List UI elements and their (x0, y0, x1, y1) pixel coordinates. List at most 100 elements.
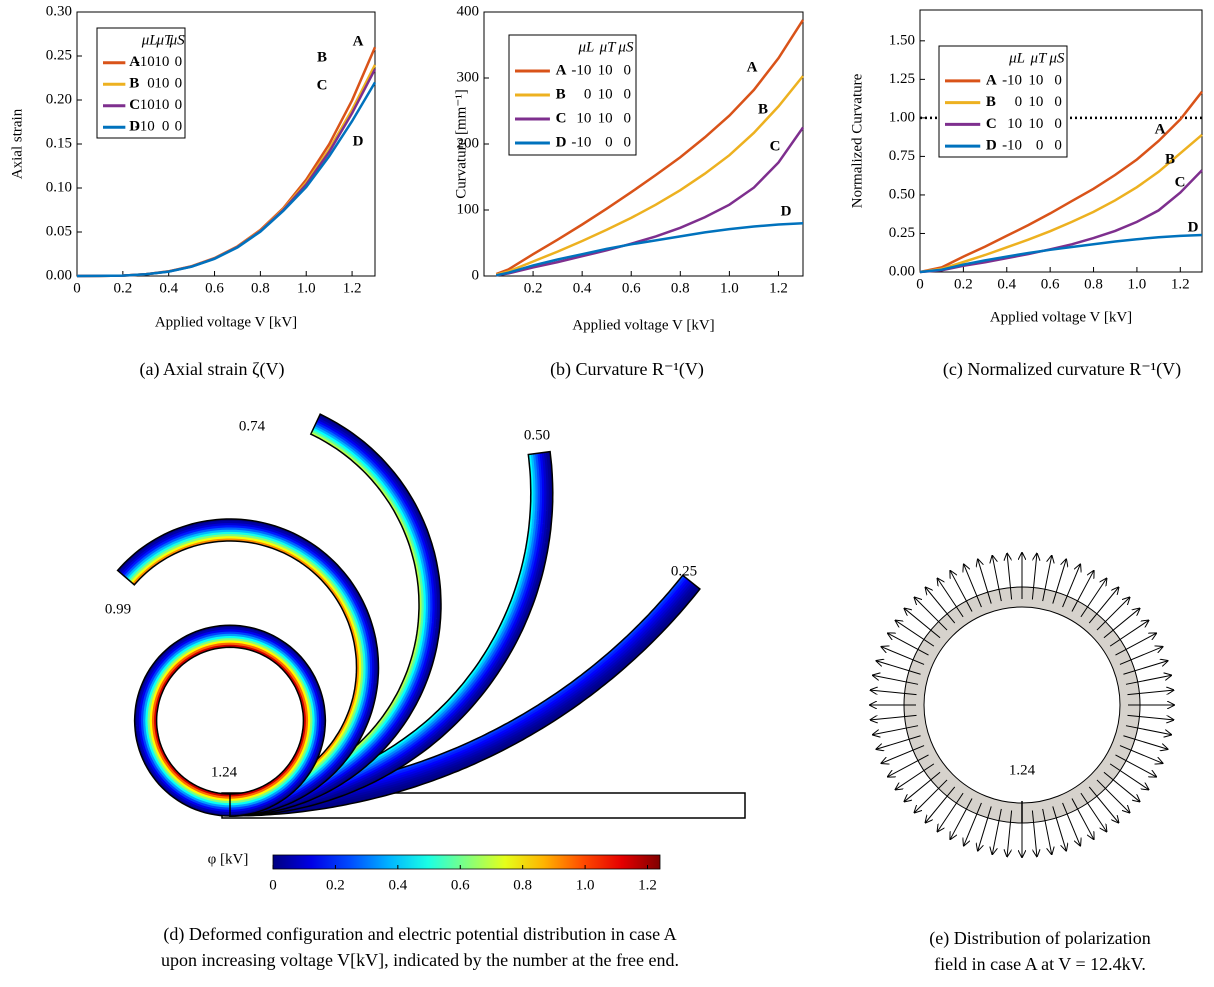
x-tick-label: 1.0 (297, 280, 316, 296)
y-axis-label: Normalized Curvature (849, 73, 865, 208)
series-end-label: A (353, 33, 364, 49)
potential-band (230, 587, 701, 817)
legend-value: 0 (623, 86, 631, 102)
legend-value: 0 (175, 97, 183, 113)
polarization-arrow (1052, 806, 1066, 850)
x-tick-label: 1.2 (343, 280, 362, 296)
legend-value: -10 (1002, 72, 1022, 88)
polarization-arrow (1071, 571, 1094, 612)
y-tick-label: 0.00 (46, 267, 72, 283)
legend-label: B (556, 86, 566, 102)
y-tick-label: 0.10 (46, 179, 72, 195)
legend-header: μS (617, 39, 634, 55)
voltage-label: 1.24 (211, 764, 238, 780)
caption: (e) Distribution of polarization (929, 928, 1150, 949)
voltage-label: 1.24 (1009, 762, 1036, 778)
legend-label: B (986, 94, 996, 110)
potential-band (122, 525, 373, 810)
series-end-label: B (758, 101, 768, 117)
polarization-arrow (877, 735, 921, 749)
polarization-arrow (964, 802, 982, 845)
y-tick-label: 1.00 (889, 109, 915, 125)
polarization-arrow (1115, 633, 1156, 656)
polarization-arrow (1088, 786, 1118, 823)
legend-value: 0 (1054, 72, 1062, 88)
legend-label: A (129, 54, 140, 70)
polarization-arrow (1031, 810, 1037, 856)
potential-band (229, 415, 440, 815)
polarization-arrow (1080, 579, 1107, 618)
series-end-label: A (747, 59, 758, 75)
polarization-arrow (992, 556, 1002, 602)
polarization-arrow (905, 771, 941, 801)
colorbar-tick-label: 0.8 (513, 877, 532, 893)
voltage-label: 0.25 (671, 563, 697, 579)
caption: field in case A at V = 12.4kV. (934, 954, 1146, 974)
legend-value: 0 (1054, 138, 1062, 154)
legend-label: A (556, 62, 567, 78)
polarization-arrow (873, 675, 919, 685)
legend-label: D (986, 138, 997, 154)
beam-outline (116, 518, 380, 817)
polarization-arrow (1127, 714, 1173, 720)
voltage-label: 0.99 (105, 601, 131, 617)
polarization-arrow (1042, 808, 1052, 854)
polarization-arrow (1119, 647, 1162, 665)
potential-band (125, 529, 368, 806)
legend-value: 0 (175, 54, 183, 70)
voltage-label: 0.50 (524, 427, 550, 443)
polarization-arrow (1096, 779, 1130, 813)
y-tick-label: 1.25 (889, 71, 915, 87)
polarization-arrow (950, 571, 973, 612)
polarization-arrow (1125, 725, 1171, 735)
series-line (919, 233, 1203, 274)
legend-value: 10 (598, 62, 613, 78)
legend-value: 0 (623, 110, 631, 126)
legend-label: C (129, 97, 140, 113)
polarization-arrow (1080, 792, 1107, 831)
legend-value: -10 (135, 54, 155, 70)
polarization-arrow (1042, 556, 1052, 602)
legend-value: -10 (1002, 138, 1022, 154)
polarization-arrow (926, 786, 956, 823)
colorbar-label: φ [kV] (208, 851, 249, 867)
x-tick-label: 0.2 (954, 276, 973, 292)
x-tick-label: 1.0 (720, 280, 739, 296)
caption: (b) Curvature R⁻¹(V) (550, 359, 704, 380)
beam-outline (229, 413, 442, 817)
series-line (919, 133, 1203, 274)
series-end-label: D (781, 203, 792, 219)
beam-outline (229, 450, 554, 817)
polarization-arrow (871, 690, 917, 696)
series-end-label: B (1165, 151, 1175, 167)
polarization-arrow (926, 588, 956, 624)
y-tick-label: 100 (457, 201, 480, 217)
potential-band (134, 624, 326, 817)
potential-band (149, 640, 311, 801)
potential-band (229, 419, 435, 810)
potential-band (229, 417, 437, 812)
series-line (496, 221, 804, 277)
polarization-arrow (1123, 661, 1167, 675)
legend-value: -10 (135, 119, 155, 135)
series-line (919, 169, 1203, 274)
polarization-arrow (915, 598, 948, 631)
legend-value: 10 (576, 110, 591, 126)
polarization-arrow (882, 647, 925, 665)
legend-value: 0 (1054, 116, 1062, 132)
deformed-beam (116, 518, 380, 817)
x-tick-label: 0.2 (113, 280, 132, 296)
polarization-arrow (978, 560, 992, 604)
legend-header: μT (599, 39, 618, 55)
plot-frame (919, 9, 1203, 273)
y-tick-label: 0.20 (46, 91, 72, 107)
legend-header: μT (155, 32, 174, 48)
series-line (76, 81, 377, 278)
legend-value: 10 (598, 86, 613, 102)
potential-band (230, 451, 554, 817)
series-end-label: D (1188, 219, 1199, 235)
polarization-arrow (1096, 598, 1130, 631)
polarization-arrow (1071, 798, 1094, 839)
y-tick-label: 0.25 (889, 225, 915, 241)
polarization-arrow (1125, 675, 1171, 685)
